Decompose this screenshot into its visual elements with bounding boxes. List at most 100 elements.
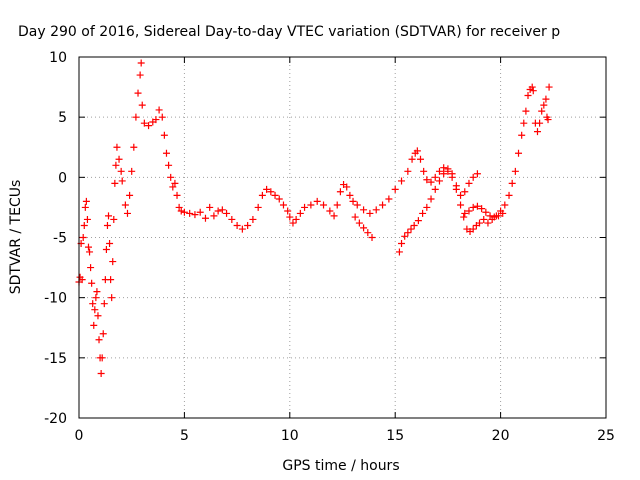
data-point <box>414 217 422 225</box>
data-point <box>351 213 359 221</box>
data-point <box>395 248 403 256</box>
data-point <box>542 95 550 103</box>
data-point <box>419 209 427 217</box>
data-point <box>82 197 90 205</box>
data-point <box>473 170 481 178</box>
data-point <box>218 206 226 214</box>
data-point <box>448 170 456 178</box>
data-points <box>75 59 553 377</box>
data-point <box>333 201 341 209</box>
data-point <box>158 113 166 121</box>
data-point <box>90 321 98 329</box>
data-point <box>440 164 448 172</box>
data-point <box>427 178 435 186</box>
data-point <box>91 306 99 314</box>
data-point <box>92 294 100 302</box>
data-point <box>169 183 177 191</box>
data-point <box>130 143 138 151</box>
data-point <box>423 176 431 184</box>
data-point <box>210 212 218 220</box>
data-point <box>160 131 168 139</box>
data-point <box>404 167 412 175</box>
data-point <box>105 212 113 220</box>
data-point <box>275 195 283 203</box>
data-point <box>494 212 502 220</box>
data-point <box>110 215 118 223</box>
data-point <box>385 195 393 203</box>
data-point <box>167 173 175 181</box>
data-point <box>100 300 108 308</box>
data-point <box>155 106 163 114</box>
data-point <box>102 246 110 254</box>
data-point <box>80 221 88 229</box>
data-point <box>486 212 494 220</box>
y-tick-label: -5 <box>53 231 67 247</box>
data-point <box>123 209 131 217</box>
data-point <box>296 209 304 217</box>
data-point <box>408 155 416 163</box>
data-point <box>490 213 498 221</box>
data-point <box>94 312 102 320</box>
data-point <box>89 300 97 308</box>
data-point <box>524 92 532 100</box>
data-point <box>140 119 148 127</box>
data-point <box>249 215 257 223</box>
data-point <box>271 191 279 199</box>
data-point <box>78 276 86 284</box>
data-point <box>326 207 334 215</box>
data-point <box>111 179 119 187</box>
data-point <box>86 248 94 256</box>
data-point <box>336 188 344 196</box>
data-point <box>435 167 443 175</box>
data-point <box>431 173 439 181</box>
plot-frame <box>78 56 607 419</box>
data-point <box>379 201 387 209</box>
data-point <box>201 214 209 222</box>
data-point <box>499 209 507 217</box>
data-point <box>121 201 129 209</box>
data-point <box>289 219 297 227</box>
data-point <box>478 205 486 213</box>
data-point <box>79 234 87 241</box>
grid-lines <box>79 57 606 418</box>
x-tick-label: 5 <box>180 428 189 444</box>
x-tick-label: 0 <box>75 428 84 444</box>
data-point <box>482 208 490 216</box>
data-point <box>137 59 145 67</box>
data-point <box>93 288 101 296</box>
data-point <box>228 215 236 223</box>
data-point <box>545 83 553 91</box>
data-point <box>128 167 136 175</box>
data-point <box>540 101 548 109</box>
data-point <box>346 191 354 199</box>
data-point <box>501 201 509 209</box>
y-tick-label: -10 <box>44 291 67 307</box>
y-axis-label: SDTVAR / TECUs <box>8 180 24 295</box>
data-point <box>440 170 448 178</box>
data-point <box>173 191 181 199</box>
data-point <box>529 87 537 95</box>
data-point <box>410 221 418 229</box>
data-point <box>118 177 126 185</box>
data-point <box>162 149 170 157</box>
data-point <box>476 219 484 227</box>
data-point <box>469 173 477 181</box>
data-point <box>88 279 96 287</box>
data-point <box>360 206 368 214</box>
data-point <box>191 211 199 219</box>
data-point <box>427 195 435 203</box>
data-point <box>180 208 188 216</box>
y-tick-label: 10 <box>49 50 67 66</box>
data-point <box>307 201 315 209</box>
data-point <box>138 101 146 109</box>
data-point <box>244 221 252 229</box>
data-point <box>461 188 469 196</box>
data-point <box>258 191 266 199</box>
data-point <box>132 113 140 121</box>
data-point <box>538 107 546 115</box>
x-tick-label: 15 <box>386 428 404 444</box>
data-point <box>420 167 428 175</box>
data-point <box>355 219 363 227</box>
data-point <box>349 197 357 205</box>
data-point <box>353 201 361 209</box>
